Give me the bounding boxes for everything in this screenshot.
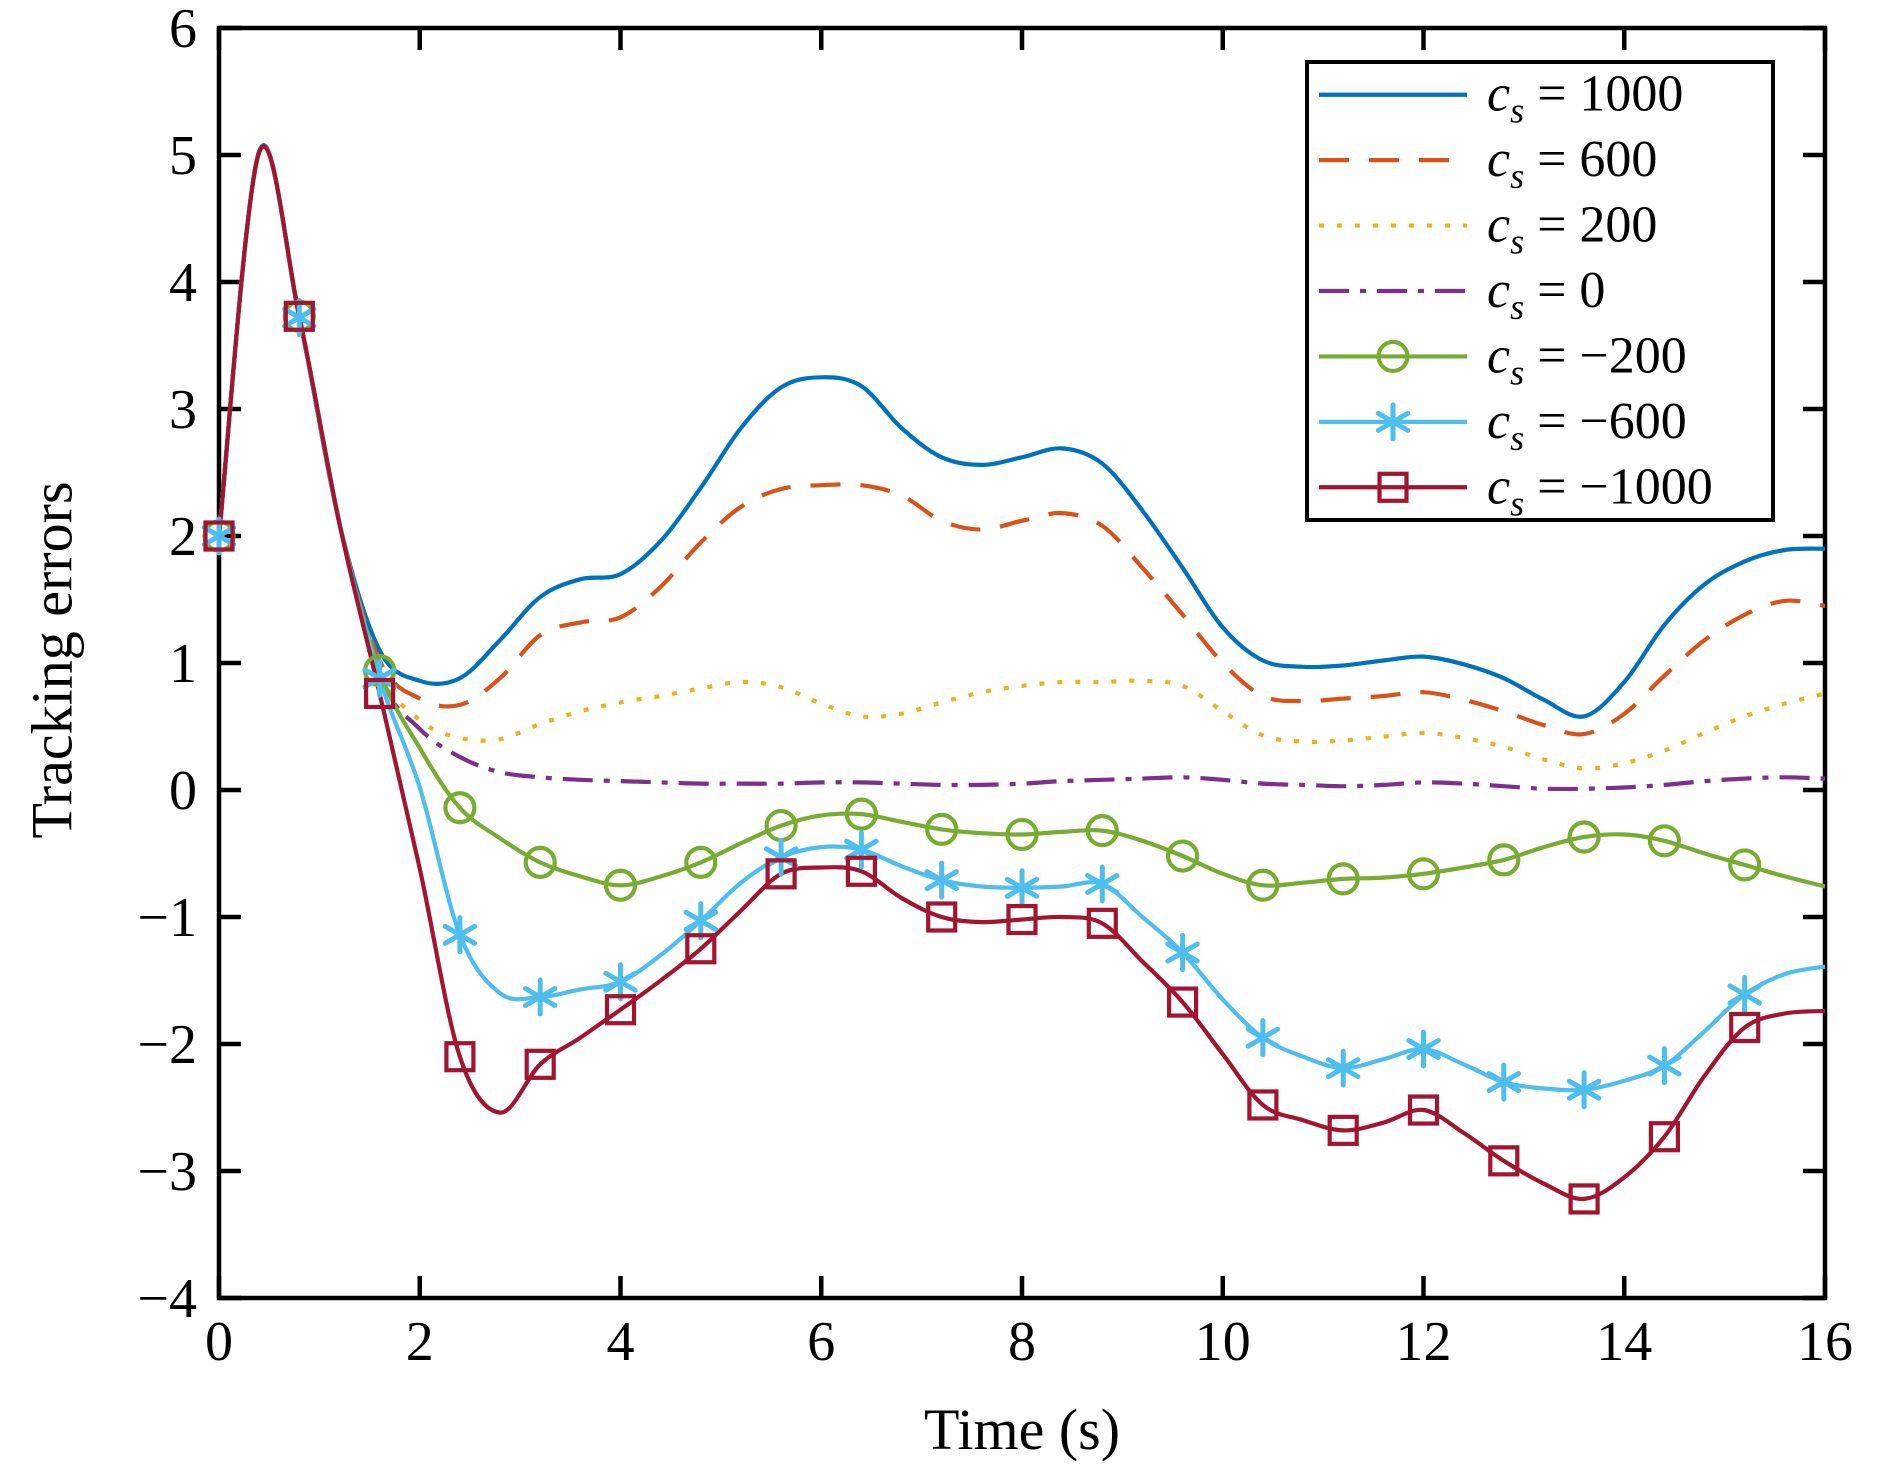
marker-asterisk-cs-neg600 (1004, 876, 1040, 899)
marker-square-cs-neg1000 (524, 1048, 556, 1080)
marker-square-cs-neg1000 (1648, 1121, 1681, 1153)
marker-square-cs-neg1000 (1568, 1183, 1600, 1215)
marker-asterisk-cs-neg600 (844, 838, 879, 861)
marker-asterisk-cs-neg600 (603, 970, 638, 993)
marker-square-cs-neg1000 (1006, 903, 1038, 936)
y-tick-label: −1 (137, 887, 197, 949)
x-axis-label: Time (s) (923, 1397, 1121, 1462)
y-tick-label: 5 (169, 125, 197, 187)
marker-asterisk-cs-neg600 (201, 525, 237, 547)
marker-circle-cs-neg200 (1326, 862, 1360, 896)
marker-asterisk-cs-neg600 (924, 869, 959, 892)
marker-square-cs-neg1000 (364, 677, 396, 710)
marker-circle-cs-neg200 (443, 791, 477, 825)
x-tick-label: 14 (1596, 1311, 1652, 1373)
legend-label-cs-neg200: cs = −200 (1487, 327, 1687, 392)
legend-sample-marker-cs-neg600 (1375, 410, 1411, 433)
legend-label-cs-600: cs = 600 (1487, 131, 1657, 196)
marker-circle-cs-neg200 (844, 797, 879, 831)
marker-square-cs-neg1000 (283, 300, 315, 332)
x-tick-label: 10 (1195, 1311, 1251, 1373)
marker-asterisk-cs-neg600 (1566, 1078, 1602, 1101)
marker-asterisk-cs-neg600 (1085, 872, 1120, 895)
marker-circle-cs-neg200 (684, 845, 718, 879)
marker-square-cs-neg1000 (1407, 1094, 1440, 1126)
marker-circle-cs-neg200 (1728, 848, 1762, 882)
marker-square-cs-neg1000 (1729, 1011, 1761, 1044)
marker-square-cs-neg1000 (926, 901, 958, 933)
y-tick-label: 6 (169, 0, 197, 60)
legend-label-cs-200: cs = 200 (1487, 197, 1657, 262)
y-tick-label: −3 (137, 1141, 197, 1203)
marker-circle-cs-neg200 (925, 812, 959, 846)
legend-label-cs-1000: cs = 1000 (1487, 66, 1683, 131)
marker-circle-cs-neg200 (1487, 843, 1521, 877)
marker-circle-cs-neg200 (523, 845, 557, 879)
y-tick-label: 4 (169, 252, 197, 314)
x-tick-label: 16 (1797, 1311, 1853, 1373)
y-axis-label: Tracking errors (19, 481, 85, 839)
marker-circle-cs-neg200 (1647, 824, 1682, 858)
x-tick-label: 6 (807, 1311, 835, 1373)
y-tick-label: 0 (169, 760, 197, 822)
x-tick-label: 12 (1396, 1311, 1452, 1373)
marker-square-cs-neg1000 (604, 994, 637, 1026)
marker-circle-cs-neg200 (1567, 820, 1601, 854)
marker-asterisk-cs-neg600 (522, 986, 558, 1009)
y-tick-label: 3 (169, 379, 197, 441)
marker-circle-cs-neg200 (1085, 814, 1119, 848)
marker-asterisk-cs-neg600 (1406, 1038, 1441, 1061)
x-tick-label: 0 (205, 1311, 233, 1373)
marker-circle-cs-neg200 (1406, 857, 1441, 891)
marker-asterisk-cs-neg600 (683, 909, 719, 932)
marker-square-cs-neg1000 (845, 855, 878, 887)
marker-circle-cs-neg200 (1005, 817, 1039, 852)
marker-circle-cs-neg200 (603, 868, 638, 902)
marker-circle-cs-neg200 (1165, 839, 1200, 873)
marker-square-cs-neg1000 (1086, 907, 1118, 939)
marker-circle-cs-neg200 (1246, 868, 1280, 902)
legend-sample-marker-cs-neg200 (1376, 339, 1410, 374)
marker-square-cs-neg1000 (765, 858, 797, 890)
marker-asterisk-cs-neg600 (442, 923, 478, 946)
marker-square-cs-neg1000 (203, 520, 235, 552)
y-tick-label: −2 (137, 1014, 197, 1076)
marker-square-cs-neg1000 (444, 1041, 476, 1073)
y-tick-label: 2 (169, 506, 197, 568)
legend-label-cs-neg600: cs = −600 (1487, 393, 1687, 458)
marker-asterisk-cs-neg600 (1647, 1054, 1682, 1077)
marker-asterisk-cs-neg600 (1727, 983, 1762, 1006)
series-line-cs-200 (216, 144, 1826, 771)
marker-asterisk-cs-neg600 (763, 846, 799, 869)
x-tick-label: 2 (406, 1311, 434, 1373)
marker-square-cs-neg1000 (685, 933, 717, 965)
legend-label-cs-0: cs = 0 (1487, 262, 1605, 327)
marker-asterisk-cs-neg600 (1486, 1071, 1522, 1094)
legend-sample-marker-cs-neg1000 (1377, 471, 1409, 503)
marker-asterisk-cs-neg600 (282, 306, 317, 329)
x-tick-label: 8 (1008, 1311, 1036, 1373)
y-tick-label: −4 (137, 1268, 197, 1330)
marker-square-cs-neg1000 (1488, 1145, 1520, 1177)
legend-label-cs-neg1000: cs = −1000 (1487, 458, 1713, 523)
marker-asterisk-cs-neg600 (1165, 941, 1200, 964)
y-tick-label: 1 (169, 633, 197, 695)
marker-asterisk-cs-neg600 (1325, 1057, 1361, 1080)
x-tick-label: 4 (607, 1311, 635, 1373)
marker-asterisk-cs-neg600 (1245, 1026, 1281, 1049)
marker-square-cs-neg1000 (1327, 1114, 1359, 1146)
marker-square-cs-neg1000 (1166, 986, 1199, 1018)
marker-square-cs-neg1000 (1247, 1089, 1279, 1121)
